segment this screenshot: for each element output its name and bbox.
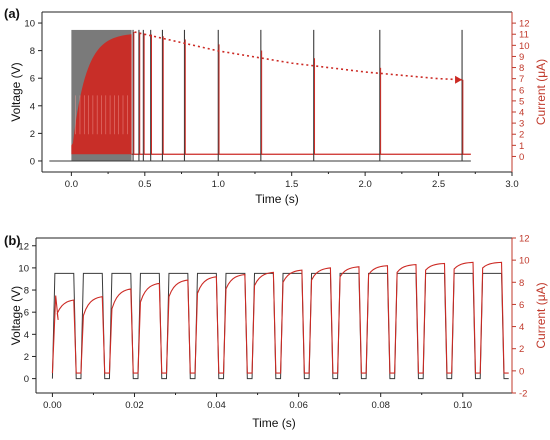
decay-trend-arrow	[134, 31, 463, 81]
y-right-axis-label: Current (μA)	[534, 59, 548, 125]
y-right-tick-label: 2	[519, 344, 524, 355]
x-tick-label: 0.0	[65, 179, 78, 190]
x-tick-label: 3.0	[505, 179, 518, 190]
y-right-tick-label: 2	[519, 130, 524, 141]
y-right-tick-label: 3	[519, 119, 524, 130]
y-left-tick-label: 6	[30, 74, 35, 85]
y-right-tick-label: 4	[519, 322, 524, 333]
x-tick-label: 2.5	[432, 179, 445, 190]
y-right-tick-label: 11	[519, 30, 529, 41]
x-tick-label: 0.06	[289, 400, 308, 411]
x-tick-label: 0.5	[138, 179, 151, 190]
y-left-tick-label: 10	[24, 19, 35, 30]
panel-b: (b) 0.00 0.02 0.04 0.06 0.08 0.10 0 2 4 6 8 10 12 -2 0 2…	[4, 233, 548, 430]
panel-a: (a)0.0 0.5 1.0 1.5 2.0 2.5 3.00246810012345678…	[4, 6, 548, 206]
x-tick-label: 0.08	[371, 400, 390, 411]
y-right-tick-label: 7	[519, 74, 524, 85]
y-right-tick-label: 0	[519, 152, 524, 163]
x-tick-label: 2.0	[359, 179, 372, 190]
current-dense-envelope	[71, 34, 132, 155]
y-left-axis-label: Voltage (V)	[9, 286, 23, 345]
y-right-tick-label: 8	[519, 63, 524, 74]
y-right-tick-label: 0	[519, 366, 524, 377]
plot-area	[49, 29, 471, 162]
y-right-tick-label: 12	[519, 234, 530, 245]
y-right-tick-label: 12	[519, 19, 530, 30]
x-axis-label: Time (s)	[255, 192, 299, 206]
y-right-tick-label: 4	[519, 108, 524, 119]
y-left-tick-label: 4	[30, 101, 35, 112]
x-tick-label: 0.04	[207, 400, 226, 411]
y-left-axis-label: Voltage (V)	[9, 62, 23, 121]
panel-label: (b)	[4, 233, 21, 248]
y-left-tick-label: 12	[18, 241, 29, 252]
x-axis-label: Time (s)	[252, 416, 296, 430]
x-tick-label: 1.5	[285, 179, 298, 190]
x-tick-label: 0.10	[454, 400, 473, 411]
y-left-tick-label: 0	[30, 156, 35, 167]
y-right-tick-label: -2	[519, 389, 527, 400]
x-tick-label: 1.0	[212, 179, 225, 190]
x-tick-label: 0.02	[125, 400, 144, 411]
y-right-tick-label: 6	[519, 85, 524, 96]
y-right-tick-label: 1	[519, 141, 524, 152]
y-right-tick-label: 10	[519, 41, 530, 52]
y-left-tick-label: 10	[18, 263, 29, 274]
y-left-tick-label: 8	[30, 46, 35, 57]
x-tick-label: 0.00	[43, 400, 62, 411]
y-right-axis-label: Current (μA)	[534, 282, 548, 348]
y-right-tick-label: 10	[519, 256, 530, 267]
decay-arrow-head	[455, 75, 463, 84]
y-right-tick-label: 5	[519, 96, 524, 107]
plot-area	[51, 261, 509, 380]
current-trace	[51, 261, 509, 374]
y-left-tick-label: 8	[24, 286, 29, 297]
y-left-tick-label: 4	[24, 330, 29, 341]
y-right-tick-label: 8	[519, 278, 524, 289]
y-left-tick-label: 2	[30, 129, 35, 140]
y-right-tick-label: 6	[519, 300, 524, 311]
y-left-tick-label: 0	[24, 374, 29, 385]
y-right-tick-label: 9	[519, 52, 524, 63]
panel-label: (a)	[4, 6, 20, 21]
y-left-tick-label: 2	[24, 352, 29, 363]
y-left-tick-label: 6	[24, 308, 29, 319]
